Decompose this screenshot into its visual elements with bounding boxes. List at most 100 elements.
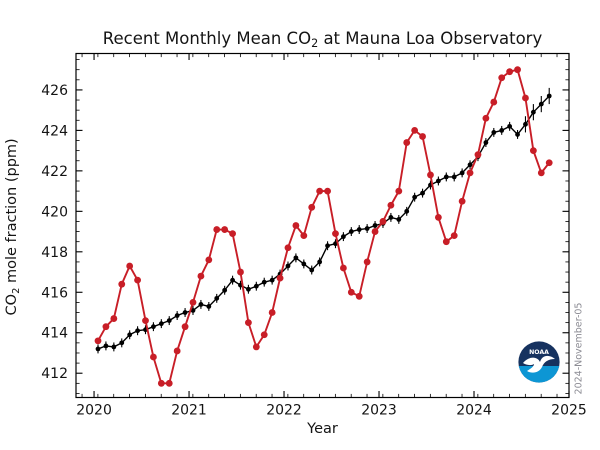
point-trend-seasonally-corrected [182, 310, 188, 315]
point-trend-seasonally-corrected [166, 318, 172, 324]
point-trend-seasonally-corrected [467, 162, 473, 168]
point-trend-seasonally-corrected [483, 140, 489, 145]
point-trend-seasonally-corrected [246, 286, 251, 292]
x-tick-label: 2021 [171, 403, 207, 419]
point-monthly-mean [300, 232, 308, 240]
series-trend-seasonally-corrected [97, 95, 550, 350]
chart-title-text: Recent Monthly Mean CO [102, 29, 312, 48]
point-trend-seasonally-corrected [127, 332, 133, 338]
point-trend-seasonally-corrected [546, 93, 552, 99]
point-monthly-mean [118, 280, 126, 288]
point-monthly-mean [165, 379, 173, 387]
point-trend-seasonally-corrected [372, 223, 378, 228]
noaa-logo-text: NOAA [529, 349, 549, 356]
point-monthly-mean [237, 268, 244, 276]
point-monthly-mean [442, 238, 450, 246]
point-monthly-mean [157, 379, 165, 387]
point-trend-seasonally-corrected [269, 277, 275, 283]
point-trend-seasonally-corrected [515, 132, 520, 137]
point-monthly-mean [339, 264, 347, 272]
point-monthly-mean [110, 315, 118, 322]
point-trend-seasonally-corrected [135, 328, 140, 334]
y-axis-label-text-2: mole fraction (ppm) [4, 138, 21, 288]
series-monthly-mean [97, 68, 550, 385]
point-trend-seasonally-corrected [340, 234, 346, 240]
point-monthly-mean [205, 256, 213, 264]
point-monthly-mean [102, 323, 110, 331]
point-monthly-mean [458, 197, 466, 205]
point-trend-seasonally-corrected [412, 194, 418, 200]
point-monthly-mean [545, 159, 553, 167]
point-trend-seasonally-corrected [214, 295, 220, 301]
point-monthly-mean [387, 201, 395, 209]
point-monthly-mean [181, 323, 189, 331]
noaa-logo-bird-icon [523, 355, 555, 373]
point-monthly-mean [506, 68, 514, 76]
x-tick-label: 2024 [456, 403, 492, 419]
point-monthly-mean [213, 226, 221, 233]
point-trend-seasonally-corrected [451, 174, 457, 180]
point-trend-seasonally-corrected [261, 279, 267, 285]
point-trend-seasonally-corrected [356, 227, 362, 232]
x-tick-label: 2025 [551, 403, 587, 419]
point-trend-seasonally-corrected [151, 324, 156, 330]
point-monthly-mean [490, 98, 498, 106]
point-monthly-mean [379, 218, 387, 225]
point-trend-seasonally-corrected [230, 277, 235, 283]
point-monthly-mean [498, 74, 506, 82]
point-monthly-mean [474, 151, 482, 159]
point-trend-seasonally-corrected [348, 229, 354, 234]
point-monthly-mean [316, 187, 324, 195]
point-monthly-mean [276, 274, 284, 282]
point-trend-seasonally-corrected [523, 121, 528, 127]
y-axis-label: CO2 mole fraction (ppm) [4, 67, 22, 387]
point-monthly-mean [450, 232, 458, 240]
point-monthly-mean [355, 292, 363, 300]
noaa-logo: NOAA [518, 341, 560, 383]
point-trend-seasonally-corrected [119, 340, 125, 346]
y-tick-label: 418 [41, 245, 68, 261]
point-monthly-mean [292, 222, 300, 229]
point-monthly-mean [260, 331, 268, 339]
point-monthly-mean [245, 319, 252, 327]
point-trend-seasonally-corrected [507, 123, 513, 129]
point-trend-seasonally-corrected [206, 304, 212, 309]
y-tick-label: 416 [41, 285, 68, 301]
point-trend-seasonally-corrected [95, 346, 101, 352]
chart-title-subscript: 2 [311, 37, 319, 51]
y-axis-label-text: CO [4, 293, 21, 316]
y-tick-label: 422 [41, 164, 68, 180]
point-monthly-mean [466, 169, 474, 177]
chart-title: Recent Monthly Mean CO2 at Mauna Loa Obs… [76, 29, 569, 50]
point-monthly-mean [529, 147, 537, 155]
point-trend-seasonally-corrected [317, 259, 323, 265]
point-trend-seasonally-corrected [420, 190, 425, 196]
point-monthly-mean [522, 94, 529, 102]
point-trend-seasonally-corrected [190, 308, 196, 313]
point-monthly-mean [324, 187, 331, 195]
point-trend-seasonally-corrected [443, 174, 449, 180]
point-trend-seasonally-corrected [404, 208, 410, 214]
point-monthly-mean [411, 126, 419, 134]
point-trend-seasonally-corrected [103, 343, 109, 349]
point-trend-seasonally-corrected [396, 217, 402, 222]
point-monthly-mean [197, 272, 205, 280]
point-trend-seasonally-corrected [388, 215, 394, 220]
y-tick-label: 414 [41, 326, 68, 342]
x-tick-label: 2020 [76, 403, 112, 419]
x-axis-label: Year [307, 421, 338, 437]
point-trend-seasonally-corrected [222, 287, 228, 293]
y-tick-label: 412 [41, 366, 68, 382]
x-tick-label: 2023 [361, 403, 397, 419]
y-tick-label: 426 [41, 83, 68, 99]
point-monthly-mean [268, 309, 276, 316]
point-monthly-mean [126, 262, 134, 270]
point-trend-seasonally-corrected [491, 130, 497, 135]
point-monthly-mean [403, 139, 411, 146]
y-axis-label-subscript: 2 [10, 287, 22, 294]
point-monthly-mean [419, 133, 426, 140]
point-trend-seasonally-corrected [364, 226, 370, 231]
point-monthly-mean [482, 114, 490, 122]
